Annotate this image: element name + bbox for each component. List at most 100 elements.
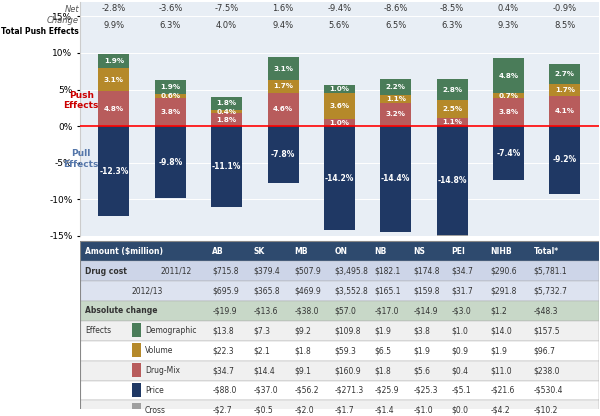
- Text: 1.0%: 1.0%: [329, 86, 349, 92]
- Text: -$56.2: -$56.2: [294, 386, 319, 395]
- Text: 3.1%: 3.1%: [104, 77, 124, 83]
- Text: 3.8%: 3.8%: [160, 109, 181, 115]
- Text: 4.1%: 4.1%: [555, 108, 575, 114]
- Text: $0.0: $0.0: [451, 406, 469, 415]
- Text: -3.6%: -3.6%: [158, 4, 182, 13]
- Bar: [324, 126, 355, 230]
- Text: $160.9: $160.9: [334, 366, 361, 375]
- Text: Total Push Effects: Total Push Effects: [1, 27, 79, 35]
- Text: NS: NS: [413, 247, 425, 255]
- Bar: [493, 58, 524, 93]
- Text: Amount ($million): Amount ($million): [85, 247, 163, 255]
- Bar: [493, 126, 524, 181]
- Text: 1.1%: 1.1%: [386, 96, 406, 102]
- FancyBboxPatch shape: [80, 381, 599, 401]
- Text: $290.6: $290.6: [490, 267, 517, 275]
- Text: 0.4%: 0.4%: [217, 109, 236, 114]
- Text: -9.4%: -9.4%: [328, 4, 352, 13]
- Text: $109.8: $109.8: [334, 326, 361, 335]
- Text: -$530.4: -$530.4: [534, 386, 563, 395]
- Bar: [550, 84, 580, 96]
- Text: -14.8%: -14.8%: [437, 176, 467, 185]
- Text: 1.7%: 1.7%: [273, 83, 293, 89]
- Text: Net
Change: Net Change: [47, 5, 79, 25]
- Text: $165.1: $165.1: [374, 287, 401, 295]
- Text: -0.9%: -0.9%: [553, 4, 577, 13]
- Text: 3.6%: 3.6%: [329, 103, 349, 109]
- Text: 2.2%: 2.2%: [386, 84, 406, 90]
- Text: 2012/13: 2012/13: [132, 287, 163, 295]
- Bar: [211, 113, 242, 126]
- Text: $59.3: $59.3: [334, 346, 356, 355]
- FancyBboxPatch shape: [80, 321, 599, 341]
- Bar: [437, 126, 467, 235]
- Text: -$10.2: -$10.2: [534, 406, 558, 415]
- FancyBboxPatch shape: [80, 281, 599, 301]
- Text: 0.4%: 0.4%: [498, 4, 519, 13]
- Bar: [324, 92, 355, 119]
- Text: -$37.0: -$37.0: [254, 386, 278, 395]
- Text: -7.4%: -7.4%: [496, 149, 521, 158]
- Text: $96.7: $96.7: [534, 346, 556, 355]
- FancyBboxPatch shape: [80, 301, 599, 321]
- Bar: [211, 126, 242, 208]
- Text: -8.6%: -8.6%: [383, 4, 408, 13]
- Text: -$0.5: -$0.5: [254, 406, 274, 415]
- FancyBboxPatch shape: [132, 383, 142, 397]
- Text: 2011/12: 2011/12: [161, 267, 192, 275]
- Text: 9.4%: 9.4%: [272, 20, 293, 30]
- Text: 4.8%: 4.8%: [104, 106, 124, 111]
- Text: -$5.1: -$5.1: [451, 386, 471, 395]
- Text: $6.5: $6.5: [374, 346, 392, 355]
- Text: 4.8%: 4.8%: [499, 73, 518, 79]
- Bar: [437, 100, 467, 118]
- Text: -7.5%: -7.5%: [215, 4, 239, 13]
- Text: -$3.0: -$3.0: [451, 306, 471, 315]
- Bar: [155, 94, 186, 98]
- Bar: [324, 119, 355, 126]
- Text: $9.1: $9.1: [294, 366, 311, 375]
- Text: 3.1%: 3.1%: [273, 66, 293, 72]
- Text: -$1.4: -$1.4: [374, 406, 394, 415]
- Text: $1.2: $1.2: [490, 306, 507, 315]
- Text: $34.7: $34.7: [451, 267, 473, 275]
- Text: $1.8: $1.8: [294, 346, 311, 355]
- Bar: [550, 64, 580, 84]
- Text: $238.0: $238.0: [534, 366, 560, 375]
- Text: $7.3: $7.3: [254, 326, 271, 335]
- Text: 5.6%: 5.6%: [329, 20, 350, 30]
- Text: 6.5%: 6.5%: [385, 20, 406, 30]
- Bar: [493, 98, 524, 126]
- Text: -$2.7: -$2.7: [212, 406, 232, 415]
- Text: -$1.0: -$1.0: [413, 406, 433, 415]
- Text: -$271.3: -$271.3: [334, 386, 364, 395]
- Bar: [437, 118, 467, 126]
- Text: Pull
Effects: Pull Effects: [64, 149, 99, 169]
- Text: 1.6%: 1.6%: [272, 4, 293, 13]
- Text: Demographic: Demographic: [145, 326, 196, 335]
- Text: 4.6%: 4.6%: [273, 106, 293, 112]
- Text: $507.9: $507.9: [294, 267, 321, 275]
- Text: PEI: PEI: [451, 247, 465, 255]
- Text: -$13.6: -$13.6: [254, 306, 278, 315]
- Text: $365.8: $365.8: [254, 287, 280, 295]
- Text: $1.8: $1.8: [374, 366, 391, 375]
- Text: 9.9%: 9.9%: [103, 20, 125, 30]
- Text: Absolute change: Absolute change: [85, 306, 158, 315]
- Text: Push
Effects: Push Effects: [64, 91, 99, 110]
- Text: 0.7%: 0.7%: [499, 93, 518, 99]
- Text: $3.8: $3.8: [413, 326, 430, 335]
- Text: 2.8%: 2.8%: [442, 87, 462, 93]
- Text: -11.1%: -11.1%: [212, 162, 241, 171]
- Bar: [380, 79, 411, 95]
- Text: $291.8: $291.8: [490, 287, 517, 295]
- Bar: [211, 110, 242, 113]
- Text: SK: SK: [254, 247, 265, 255]
- Bar: [268, 92, 299, 126]
- Text: $5,732.7: $5,732.7: [534, 287, 568, 295]
- Text: $14.0: $14.0: [490, 326, 512, 335]
- Bar: [98, 54, 130, 68]
- Bar: [98, 91, 130, 126]
- Bar: [437, 235, 467, 243]
- Text: -$21.6: -$21.6: [490, 386, 515, 395]
